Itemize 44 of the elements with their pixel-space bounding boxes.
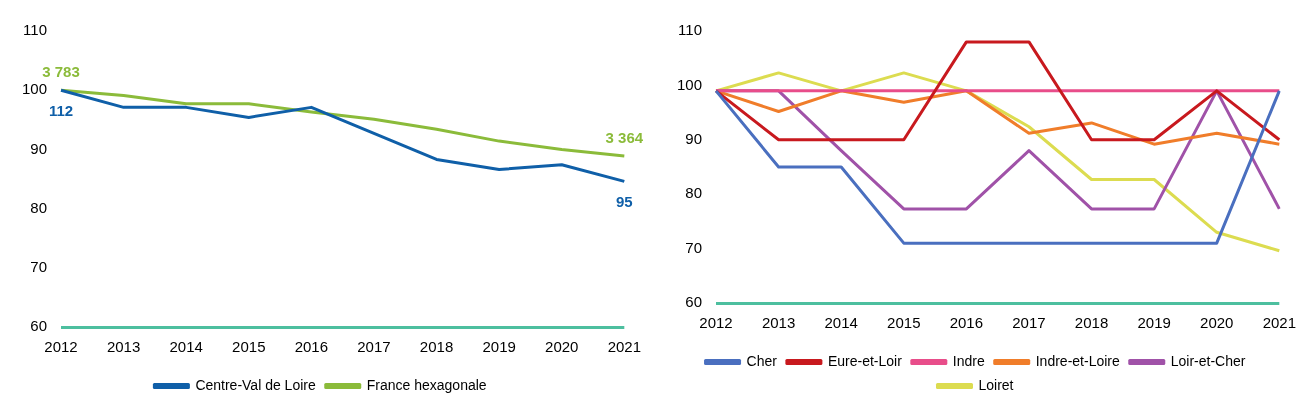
y-tick-label: 110 — [23, 21, 48, 39]
legend-label: Indre — [952, 352, 985, 369]
legend-label: Eure-et-Loir — [827, 352, 903, 369]
y-tick-label: 100 — [22, 80, 48, 98]
legend-label: Centre-Val de Loire — [195, 376, 316, 393]
annotation: 95 — [615, 193, 633, 211]
x-tick-label: 2020 — [1200, 314, 1234, 332]
y-tick-label: 60 — [685, 293, 703, 311]
x-tick-label: 2019 — [482, 338, 516, 356]
x-tick-label: 2014 — [824, 314, 858, 332]
annotation: 112 — [48, 101, 74, 119]
y-tick-label: 100 — [677, 75, 703, 93]
x-tick-label: 2021 — [1262, 314, 1296, 332]
legend-label: Indre-et-Loire — [1035, 352, 1120, 369]
x-tick-label: 2016 — [294, 338, 329, 356]
y-tick-label: 90 — [685, 129, 703, 147]
y-tick-label: 60 — [30, 317, 48, 335]
y-tick-label: 70 — [685, 238, 703, 256]
y-tick-label: 70 — [30, 257, 48, 275]
y-tick-label: 80 — [685, 184, 703, 202]
x-tick-label: 2012 — [44, 338, 78, 356]
y-tick-label: 80 — [30, 198, 48, 216]
x-tick-label: 2021 — [607, 338, 641, 356]
legend-label: Loir-et-Cher — [1170, 352, 1246, 369]
y-tick-label: 110 — [678, 21, 703, 39]
x-tick-label: 2013 — [761, 314, 796, 332]
x-tick-label: 2016 — [949, 314, 984, 332]
x-tick-label: 2012 — [699, 314, 733, 332]
legend-label: Cher — [746, 352, 778, 369]
x-tick-label: 2019 — [1137, 314, 1171, 332]
x-tick-label: 2018 — [419, 338, 454, 356]
x-tick-label: 2018 — [1074, 314, 1109, 332]
x-tick-label: 2020 — [545, 338, 579, 356]
x-tick-label: 2017 — [357, 338, 391, 356]
y-tick-label: 90 — [30, 139, 48, 157]
annotation: 3 364 — [605, 128, 644, 146]
x-tick-label: 2015 — [887, 314, 921, 332]
legend-label: France hexagonale — [366, 376, 487, 393]
annotation: 3 783 — [42, 62, 80, 80]
x-tick-label: 2017 — [1012, 314, 1046, 332]
legend-label: Loiret — [978, 376, 1014, 393]
x-tick-label: 2014 — [169, 338, 203, 356]
x-tick-label: 2015 — [232, 338, 266, 356]
x-tick-label: 2013 — [106, 338, 141, 356]
